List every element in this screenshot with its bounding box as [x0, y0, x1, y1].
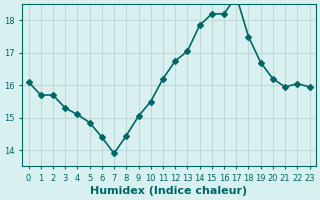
X-axis label: Humidex (Indice chaleur): Humidex (Indice chaleur)	[91, 186, 248, 196]
